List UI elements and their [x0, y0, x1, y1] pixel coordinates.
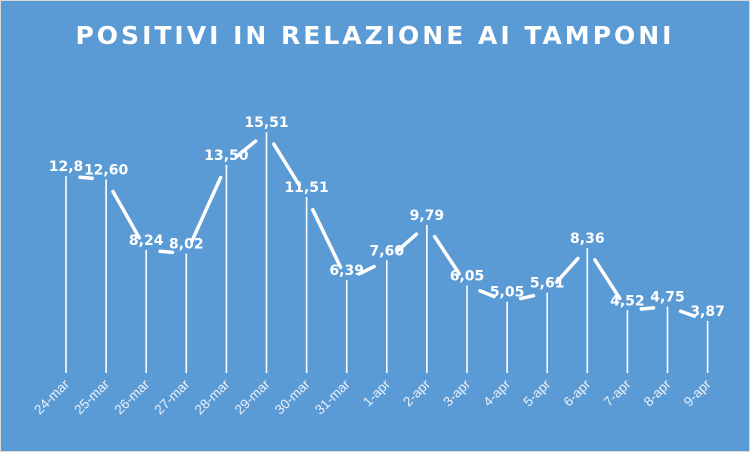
x-tick-29-mar: 29-mar: [232, 376, 273, 417]
data-label-7-apr: 4,52: [610, 293, 645, 309]
series-segment-6-apr: [593, 258, 622, 301]
series-segment-3-apr: [478, 288, 496, 299]
data-label-29-mar: 15,51: [244, 115, 288, 131]
series-segment-30-mar: [310, 207, 343, 270]
x-tick-31-mar: 31-mar: [312, 376, 353, 417]
x-tick-26-mar: 26-mar: [111, 376, 152, 417]
series-segment-8-apr: [678, 309, 697, 318]
data-label-6-apr: 8,36: [570, 231, 605, 247]
data-labels: 12,8 12,60 8,24 8,02 13,50 15,51 11,51 6,39 7,60…: [49, 115, 725, 320]
data-label-28-mar: 13,50: [204, 148, 249, 164]
x-tick-1-apr: 1-apr: [360, 376, 393, 409]
x-tick-9-apr: 9-apr: [681, 376, 714, 409]
data-label-25-mar: 12,60: [84, 162, 129, 178]
data-label-8-apr: 4,75: [650, 290, 685, 306]
x-tick-30-mar: 30-mar: [272, 376, 313, 417]
x-tick-27-mar: 27-mar: [152, 376, 193, 417]
x-tick-24-mar: 24-mar: [31, 376, 72, 417]
data-label-5-apr: 5,61: [530, 276, 565, 292]
data-label-30-mar: 11,51: [284, 180, 328, 196]
x-tick-4-apr: 4-apr: [480, 376, 513, 409]
data-label-31-mar: 6,39: [329, 263, 364, 279]
series-segment-28-mar: [235, 139, 258, 158]
drop-lines: [65, 132, 709, 373]
series-segment-24-mar: [78, 175, 94, 181]
x-tick-5-apr: 5-apr: [520, 376, 553, 409]
chart-title: POSITIVI IN RELAZIONE AI TAMPONI: [75, 21, 675, 50]
data-label-24-mar: 12,8: [49, 159, 84, 175]
x-tick-2-apr: 2-apr: [400, 376, 433, 409]
data-label-3-apr: 6,05: [450, 268, 485, 284]
data-label-4-apr: 5,05: [490, 285, 525, 301]
x-tick-28-mar: 28-mar: [192, 376, 233, 417]
x-axis-ticks: 24-mar 25-mar 26-mar 27-mar 28-mar 29-mar 30-m…: [31, 376, 714, 417]
series-segment-27-mar: [190, 175, 223, 243]
x-tick-25-mar: 25-mar: [71, 376, 112, 417]
series-segment-7-apr: [639, 306, 656, 311]
data-label-27-mar: 8,02: [169, 237, 204, 253]
x-tick-3-apr: 3-apr: [440, 376, 473, 409]
series-segment-1-apr: [395, 232, 419, 253]
series-segment-29-mar: [272, 142, 301, 187]
x-tick-8-apr: 8-apr: [641, 376, 674, 409]
series-segment-5-apr: [554, 256, 580, 284]
data-label-9-apr: 3,87: [690, 304, 725, 320]
series-line: [78, 139, 697, 318]
series-segment-26-mar: [158, 249, 175, 255]
x-tick-6-apr: 6-apr: [561, 376, 594, 409]
data-label-1-apr: 7,60: [370, 243, 405, 259]
data-label-26-mar: 8,24: [129, 233, 164, 249]
x-tick-7-apr: 7-apr: [601, 376, 634, 409]
series-segment-31-mar: [357, 264, 376, 276]
series-segment-4-apr: [519, 293, 536, 301]
series-segment-2-apr: [432, 234, 462, 276]
series-segment-25-mar: [111, 189, 142, 240]
data-label-2-apr: 9,79: [410, 208, 445, 224]
